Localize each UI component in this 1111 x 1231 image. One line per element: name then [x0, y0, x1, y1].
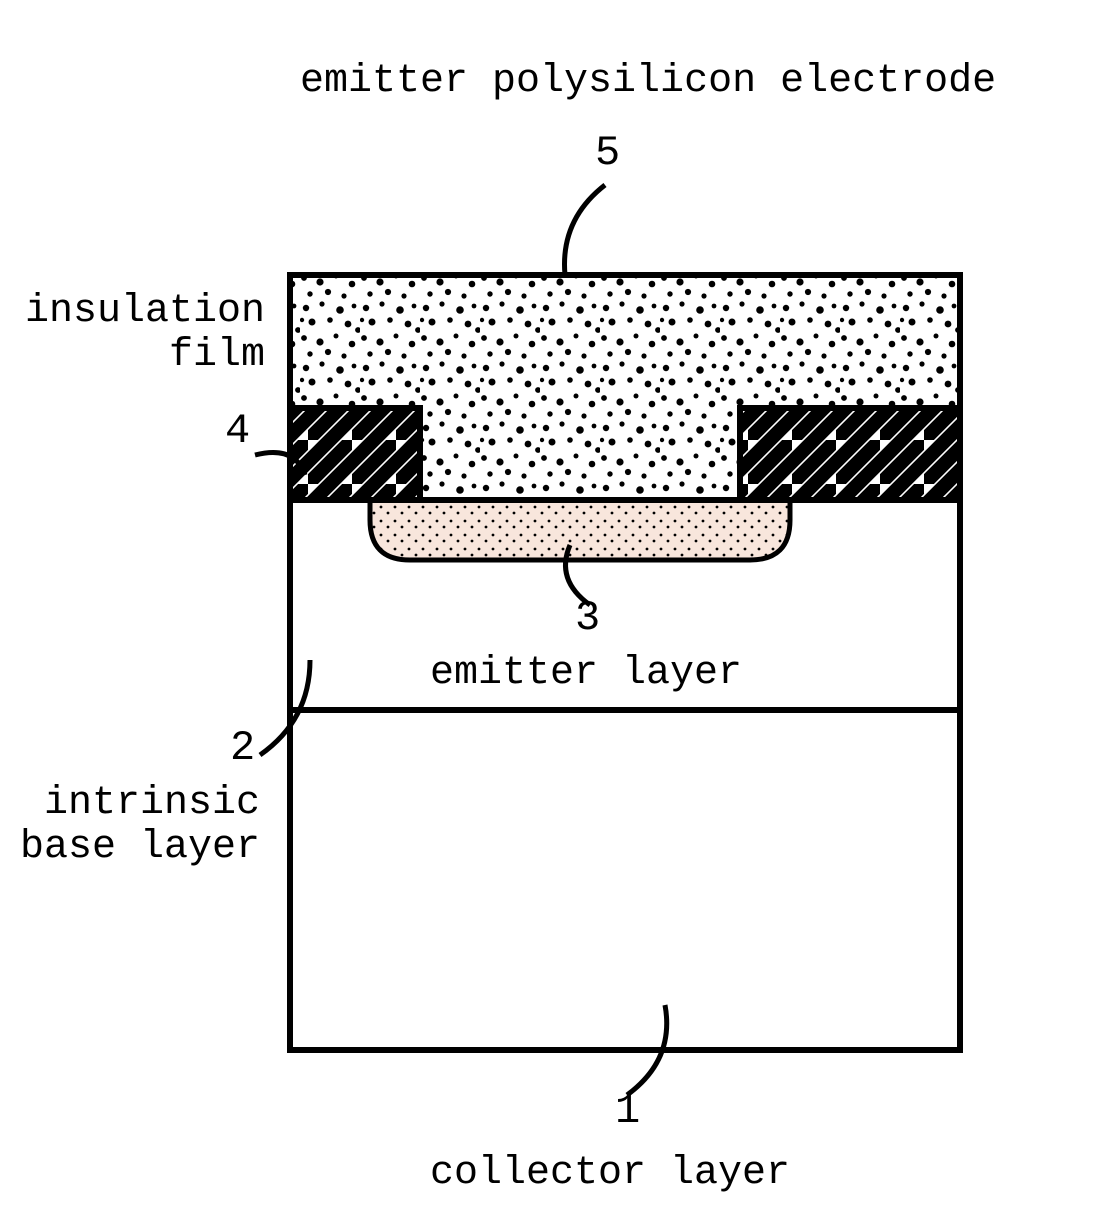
electrode-label: emitter polysilicon electrode — [300, 60, 996, 104]
insulation-film-left — [290, 408, 420, 500]
electrode-num: 5 — [595, 130, 620, 176]
diagram-canvas: emitter polysilicon electrode 5 insulati… — [0, 0, 1111, 1231]
insulation-film-right — [740, 408, 960, 500]
emitter-layer — [370, 500, 790, 560]
base-num: 2 — [230, 725, 255, 771]
collector-num: 1 — [615, 1088, 640, 1134]
leader-5 — [565, 185, 606, 275]
emitter-num: 3 — [575, 595, 600, 641]
emitter-label: emitter layer — [430, 652, 742, 696]
collector-layer — [290, 710, 960, 1050]
base-label: intrinsic base layer — [20, 782, 260, 870]
insulation-num: 4 — [225, 408, 250, 454]
collector-label: collector layer — [430, 1152, 790, 1196]
insulation-label: insulation film — [25, 290, 265, 378]
diagram-svg — [0, 0, 1111, 1231]
